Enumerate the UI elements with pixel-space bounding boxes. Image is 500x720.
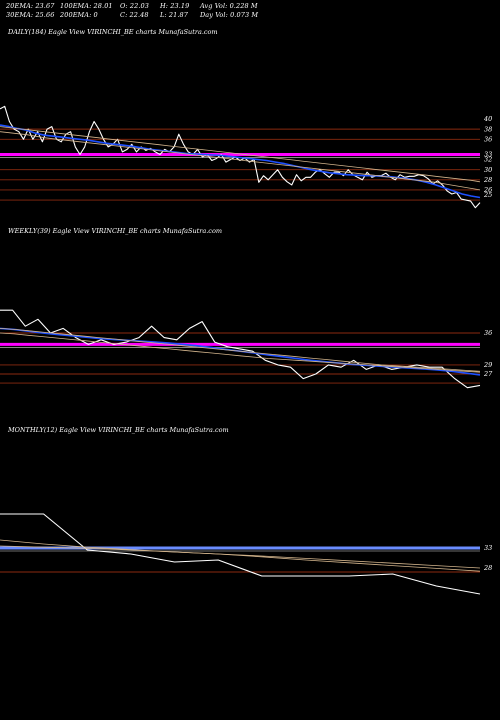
- weekly-panel-title: WEEKLY(39) Eagle View VIRINCHI_BE charts…: [8, 227, 223, 235]
- monthly-chart: 33 28: [0, 513, 492, 595]
- header-avg-vol: Avg Vol: 0.228 M: [200, 2, 258, 10]
- y-tick-label-0: 33: [484, 544, 492, 552]
- y-tick-label-0: 40: [483, 115, 492, 123]
- header-ema20: 20EMA: 23.67: [6, 2, 55, 10]
- header-open: O: 22.03: [120, 2, 149, 10]
- y-tick-label-1: 38: [484, 125, 492, 133]
- header-ema200: 200EMA: 0: [60, 11, 98, 19]
- series-line-3: [0, 328, 481, 372]
- y-tick-label-2: 36: [484, 135, 492, 143]
- series-line-2: [0, 545, 481, 569]
- y-tick-label-4: 32: [484, 156, 492, 164]
- y-tick-label-0: 36: [484, 329, 492, 337]
- daily-panel-title: DAILY(184) Eagle View VIRINCHI_BE charts…: [8, 28, 218, 36]
- y-tick-label-3: 33: [484, 151, 492, 159]
- y-tick-label-1: 28: [483, 564, 492, 572]
- series-line-0: [0, 105, 481, 209]
- header-ema30: 30EMA: 25.66: [6, 11, 55, 19]
- header-close: C: 22.48: [120, 11, 149, 19]
- y-tick-label-2: 27: [483, 370, 493, 378]
- header-low: L: 21.87: [160, 11, 188, 19]
- series-line-1: [0, 539, 481, 572]
- monthly-panel-title: MONTHLY(12) Eagle View VIRINCHI_BE chart…: [8, 426, 229, 434]
- series-line-1: [0, 327, 481, 376]
- header-day-vol: Day Vol: 0.073 M: [200, 11, 259, 19]
- series-line-3: [0, 126, 481, 183]
- series-line-0: [0, 309, 481, 389]
- series-line-0: [0, 513, 481, 595]
- y-tick-label-8: 25: [483, 191, 492, 199]
- y-tick-label-7: 26: [483, 186, 492, 194]
- header-ema100: 100EMA: 28.01: [60, 2, 113, 10]
- y-tick-label-6: 28: [483, 176, 492, 184]
- header-high: H: 23.19: [160, 2, 190, 10]
- y-tick-label-5: 30: [484, 166, 492, 174]
- series-line-1: [0, 124, 481, 199]
- series-line-2: [0, 332, 481, 373]
- y-tick-label-1: 29: [483, 361, 492, 369]
- series-line-2: [0, 131, 481, 191]
